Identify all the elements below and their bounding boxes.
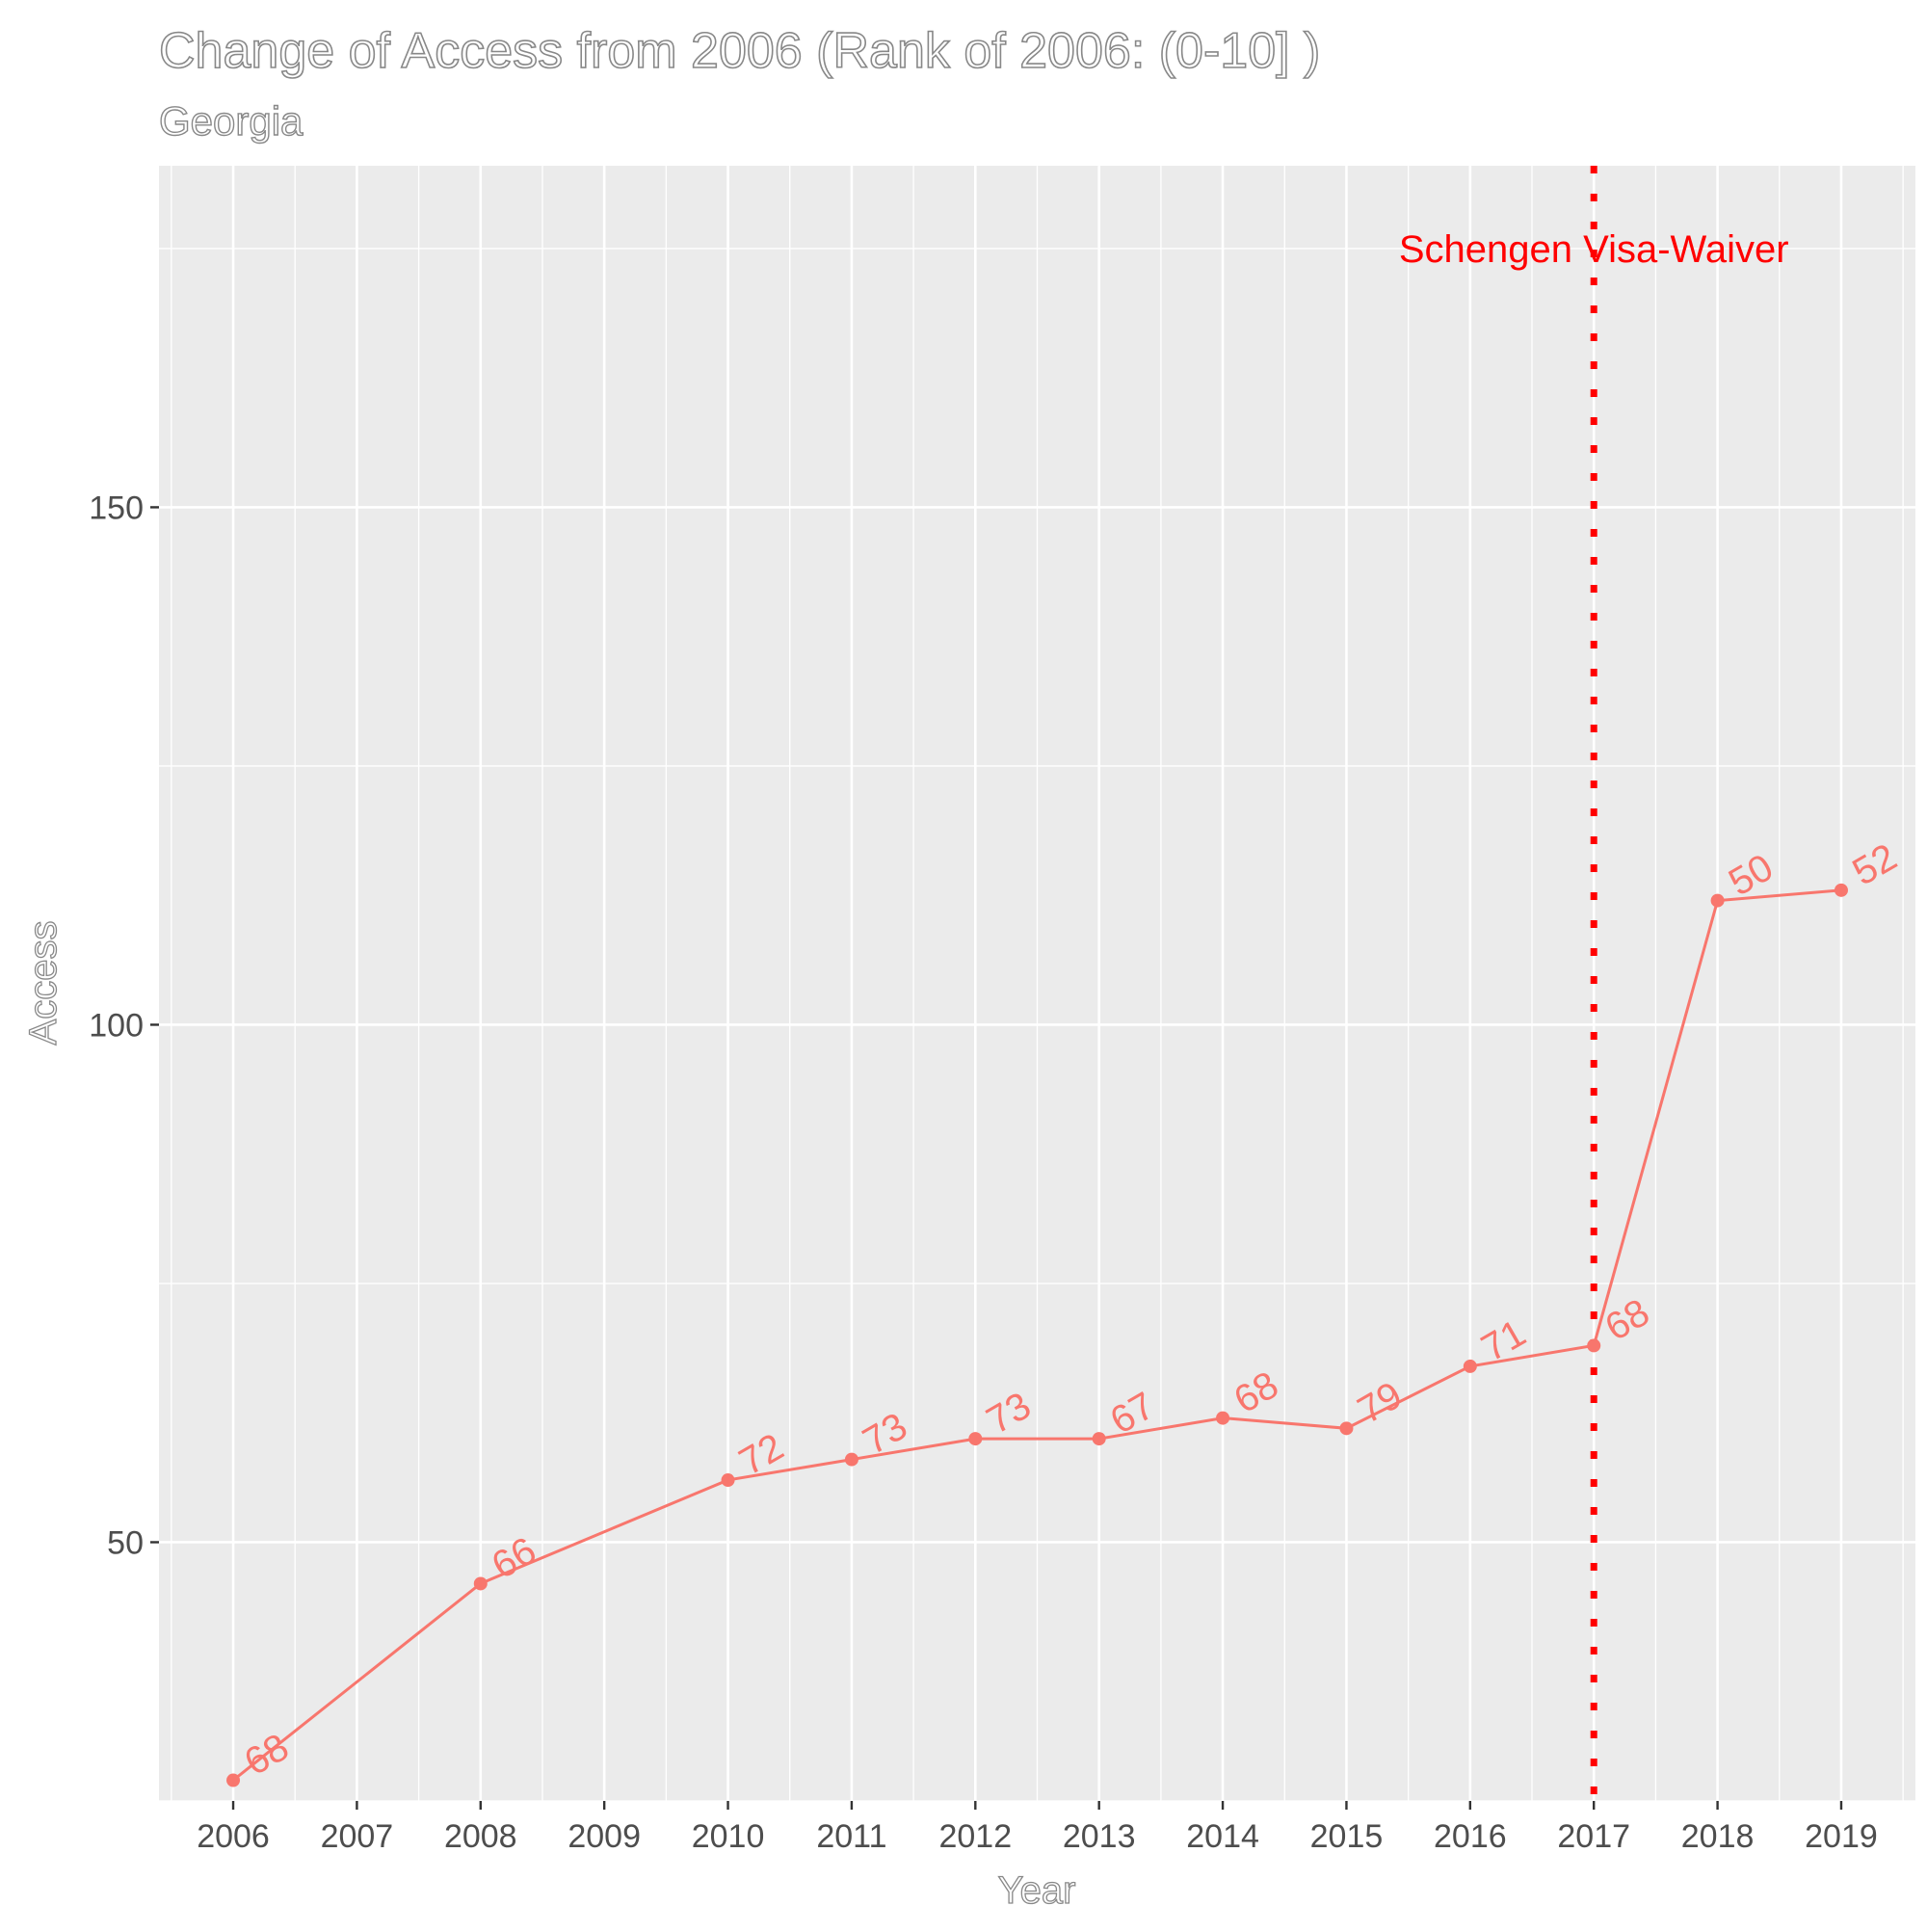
x-tick-label: 2007 [321, 1818, 394, 1855]
y-axis: 50 100 150 [89, 490, 159, 1561]
data-point [1216, 1411, 1230, 1425]
data-point [1463, 1359, 1477, 1373]
schengen-vline-label: Schengen Visa-Waiver [1399, 228, 1789, 271]
data-point [968, 1432, 983, 1446]
x-tick-label: 2014 [1186, 1818, 1259, 1855]
y-axis-title: Access [22, 921, 65, 1045]
x-tick-label: 2013 [1063, 1818, 1136, 1855]
y-tick-label: 150 [89, 490, 144, 526]
chart-subtitle: Georgia [159, 98, 304, 144]
x-tick-label: 2012 [938, 1818, 1012, 1855]
y-tick-label: 100 [89, 1007, 144, 1044]
annotation-layer: Schengen Visa-Waiver [1399, 166, 1789, 1801]
x-tick-label: 2010 [692, 1818, 765, 1855]
minor-gridlines [159, 166, 1915, 1802]
series-layer [226, 883, 1848, 1787]
x-tick-label: 2019 [1805, 1818, 1878, 1855]
data-point [844, 1452, 858, 1467]
x-tick-label: 2011 [816, 1818, 886, 1855]
data-point [721, 1473, 735, 1488]
data-point [1710, 893, 1725, 908]
x-axis-title: Year [998, 1869, 1076, 1912]
x-tick-label: 2016 [1434, 1818, 1507, 1855]
x-tick-label: 2017 [1557, 1818, 1630, 1855]
x-tick-label: 2008 [444, 1818, 517, 1855]
chart-title: Change of Access from 2006 (Rank of 2006… [159, 23, 1320, 79]
series-line [232, 888, 1842, 1782]
data-point [1339, 1421, 1354, 1436]
data-point [226, 1773, 241, 1787]
x-axis: 2006 2007 2008 2009 2010 2011 2012 2013 2014 2015… [197, 1801, 1878, 1855]
y-tick-label: 50 [107, 1524, 144, 1561]
data-point [1092, 1432, 1106, 1446]
x-tick-label: 2018 [1681, 1818, 1755, 1855]
x-tick-label: 2009 [568, 1818, 641, 1855]
x-tick-label: 2015 [1310, 1818, 1384, 1855]
x-tick-label: 2006 [197, 1818, 270, 1855]
data-point [1587, 1338, 1601, 1353]
data-point [473, 1576, 488, 1591]
data-point [1834, 883, 1848, 897]
major-gridlines [159, 166, 1915, 1801]
